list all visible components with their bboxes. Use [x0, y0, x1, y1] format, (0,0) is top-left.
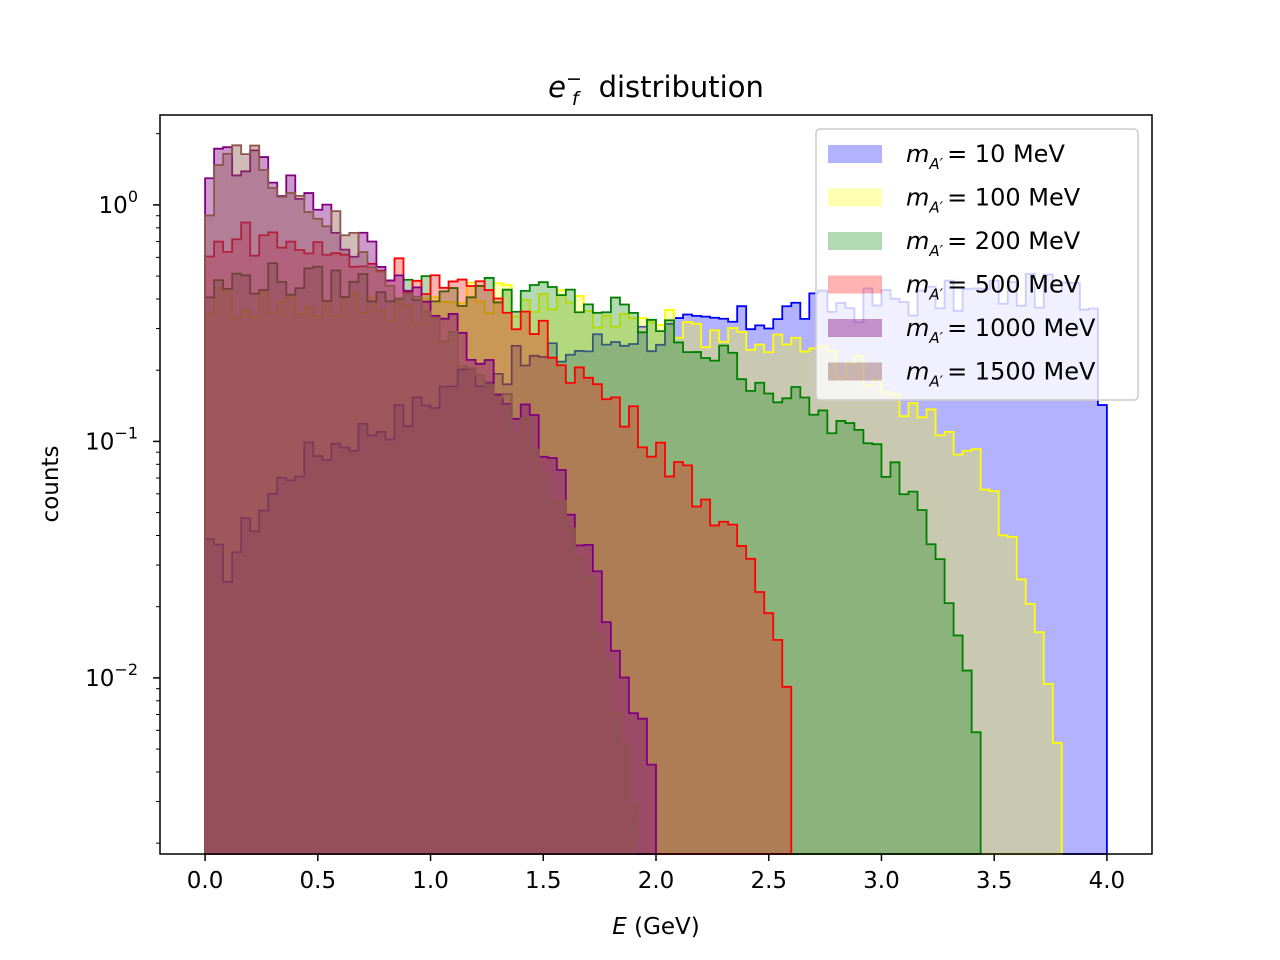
legend-swatch [828, 145, 882, 163]
series-layer [204, 144, 1108, 855]
x-tick-label: 1.5 [525, 868, 562, 894]
x-ticks: 0.0 0.5 1.0 1.5 2.0 2.5 3.0 3.5 4.0 [187, 854, 1125, 894]
plot-area [159, 114, 1153, 855]
legend-swatch [828, 188, 882, 207]
x-tick-label: 2.0 [638, 868, 675, 894]
legend-swatch [828, 319, 882, 337]
y-tick-label: 10−1 [85, 423, 138, 455]
legend-box [815, 128, 1139, 401]
x-tick-label: 2.5 [750, 868, 787, 894]
legend-label: mA′ = 1500 MeV [906, 358, 1096, 391]
legend-label: mA′ = 500 MeV [906, 271, 1081, 304]
legend-swatch [828, 232, 882, 250]
x-axis-label: E (GeV) [612, 914, 700, 940]
y-tick-label: 100 [99, 187, 138, 219]
legend-items: mA′ = 10 MeV mA′ = 100 MeV mA′ = 200 MeV mA′ = … [828, 140, 1096, 391]
x-tick-label: 4.0 [1089, 868, 1126, 894]
chart-title: e− f distribution [548, 68, 764, 110]
legend-label: mA′ = 100 MeV [906, 184, 1081, 217]
legend-label: mA′ = 200 MeV [906, 227, 1081, 260]
y-tick-label: 10−2 [85, 660, 138, 692]
legend-label: mA′ = 10 MeV [906, 140, 1065, 173]
legend-label: mA′ = 1000 MeV [906, 314, 1096, 347]
histogram-series-4 [204, 221, 793, 855]
legend-swatch [828, 362, 882, 381]
legend: mA′ = 10 MeV mA′ = 100 MeV mA′ = 200 MeV mA′ = … [815, 128, 1139, 401]
x-tick-label: 1.0 [412, 868, 449, 894]
y-ticks: 100 10−1 10−2 [85, 133, 160, 844]
x-tick-label: 3.0 [863, 868, 900, 894]
y-axis-label: counts [38, 446, 64, 523]
legend-swatch [828, 275, 882, 294]
histogram-series-6 [204, 144, 639, 855]
x-tick-label: 0.5 [300, 868, 337, 894]
x-tick-label: 3.5 [976, 868, 1013, 894]
x-tick-label: 0.0 [187, 868, 224, 894]
